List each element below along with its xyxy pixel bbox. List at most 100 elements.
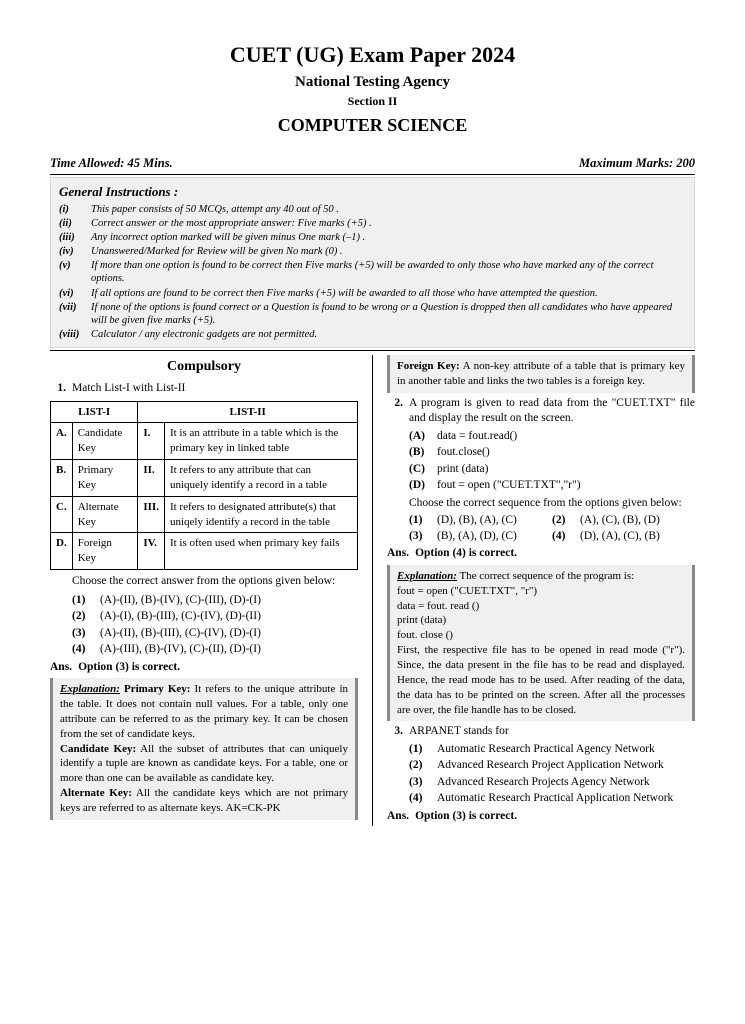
cell: It is often used when primary key fails [164,533,357,570]
instr-text: This paper consists of 50 MCQs, attempt … [91,203,686,216]
fk-heading: Foreign Key: [397,360,460,372]
option: (4) (D), (A), (C), (B) [552,529,695,545]
instr-text: Correct answer or the most appropriate a… [91,217,686,230]
option: (3)Advanced Research Projects Agency Net… [409,775,695,791]
option: (2) Advanced Research Project Application… [409,758,695,774]
q1-answer: Ans. Option (3) is correct. [50,660,358,676]
cell: Candidate Key [72,423,138,460]
sub-option: (D) fout = open ("CUET.TXT","r") [409,478,695,494]
instructions-title: General Instructions : [59,183,686,201]
opt-text: (A)-(III), (B)-(IV), (C)-(II), (D)-(I) [100,642,261,658]
opt-text: data = fout.read() [437,429,517,445]
max-marks: Maximum Marks: 200 [579,155,695,172]
opt-text: (A)-(II), (B)-(IV), (C)-(III), (D)-(I) [100,593,261,609]
ak-heading: Alternate Key: [60,787,132,799]
q3-text: ARPANET stands for [409,724,695,740]
table-row: D.Foreign KeyIV.It is often used when pr… [51,533,358,570]
opt-text: (D), (B), (A), (C) [437,513,517,529]
instr-num: (i) [59,203,83,216]
option: (2)(A)-(I), (B)-(III), (C)-(IV), (D)-(II… [72,609,358,625]
code-line: print (data) [397,613,685,628]
instr-num: (viii) [59,328,83,341]
ans-label: Ans. [387,809,409,825]
compulsory-heading: Compulsory [50,358,358,377]
instruction-item: (iii) Any incorrect option marked will be… [59,231,686,244]
opt-num: (3) [409,529,431,545]
q1-number: 1. [50,381,66,397]
instr-text: Unanswered/Marked for Review will be giv… [91,245,686,258]
q2-choose: Choose the correct sequence from the opt… [409,496,695,512]
instr-num: (vi) [59,287,83,300]
instruction-item: (vi) If all options are found to be corre… [59,287,686,300]
q2-expl-intro: The correct sequence of the program is: [457,570,634,582]
question-3: 3. ARPANET stands for [387,724,695,740]
opt-num: (C) [409,462,431,478]
question-2: 2. A program is given to read data from … [387,396,695,427]
cell: It is an attribute in a table which is t… [164,423,357,460]
table-row: B.Primary KeyII.It refers to any attribu… [51,460,358,497]
exam-title: CUET (UG) Exam Paper 2024 [50,40,695,70]
opt-text: (B), (A), (D), (C) [437,529,517,545]
q1-explanation: Explanation: Primary Key: It refers to t… [50,678,358,820]
q1-choose: Choose the correct answer from the optio… [72,574,358,590]
list1-header: LIST-I [51,401,138,423]
opt-text: fout = open ("CUET.TXT","r") [437,478,581,494]
opt-num: (2) [72,609,94,625]
sub-option: (C)print (data) [409,462,695,478]
instr-text: If all options are found to be correct t… [91,287,686,300]
content-columns: Compulsory 1. Match List-I with List-II … [50,355,695,826]
opt-text: Advanced Research Projects Agency Networ… [437,775,695,791]
q2-answer: Ans. Option (4) is correct. [387,546,695,562]
cell: III. [138,496,165,533]
opt-num: (4) [72,642,94,658]
ans-label: Ans. [387,546,409,562]
opt-num: (1) [409,513,431,529]
instruction-item: (i) This paper consists of 50 MCQs, attem… [59,203,686,216]
opt-num: (1) [409,742,431,758]
instr-text: If none of the options is found correct … [91,301,686,327]
divider [50,174,695,175]
code-line: data = fout. read () [397,599,685,614]
agency-name: National Testing Agency [50,72,695,92]
q2-explanation: Explanation: The correct sequence of the… [387,565,695,721]
cell: IV. [138,533,165,570]
instr-num: (v) [59,259,83,285]
cell: Primary Key [72,460,138,497]
time-allowed: Time Allowed: 45 Mins. [50,155,173,172]
opt-num: (A) [409,429,431,445]
opt-num: (2) [552,513,574,529]
opt-num: (1) [72,593,94,609]
instructions-box: General Instructions : (i) This paper con… [50,177,695,348]
q3-answer: Ans. Option (3) is correct. [387,809,695,825]
opt-num: (4) [552,529,574,545]
column-divider [372,355,373,826]
instr-num: (iii) [59,231,83,244]
cell: D. [51,533,73,570]
q3-answer-text: Option (3) is correct. [415,809,517,825]
instr-num: (ii) [59,217,83,230]
opt-text: (D), (A), (C), (B) [580,529,660,545]
q2-number: 2. [387,396,403,427]
opt-num: (D) [409,478,431,494]
q1-answer-text: Option (3) is correct. [78,660,180,676]
instruction-item: (vii) If none of the options is found cor… [59,301,686,327]
cell: I. [138,423,165,460]
instr-text: Any incorrect option marked will be give… [91,231,686,244]
instr-num: (vii) [59,301,83,327]
opt-text: (A), (C), (B), (D) [580,513,660,529]
opt-num: (2) [409,758,431,774]
q3-number: 3. [387,724,403,740]
opt-text: fout.close() [437,445,490,461]
opt-text: (A)-(II), (B)-(III), (C)-(IV), (D)-(I) [100,626,261,642]
q1-explanation-cont: Foreign Key: A non-key attribute of a ta… [387,355,695,393]
instruction-item: (v)If more than one option is found to b… [59,259,686,285]
cell: It refers to designated attribute(s) tha… [164,496,357,533]
opt-num: (3) [72,626,94,642]
sub-option: (B)fout.close() [409,445,695,461]
opt-text: Advanced Research Project Application Ne… [437,758,695,774]
option: (3) (A)-(II), (B)-(III), (C)-(IV), (D)-(I… [72,626,358,642]
q1-text: Match List-I with List-II [72,381,358,397]
cell: Foreign Key [72,533,138,570]
q2-text: A program is given to read data from the… [409,396,695,427]
instruction-item: (iv)Unanswered/Marked for Review will be… [59,245,686,258]
